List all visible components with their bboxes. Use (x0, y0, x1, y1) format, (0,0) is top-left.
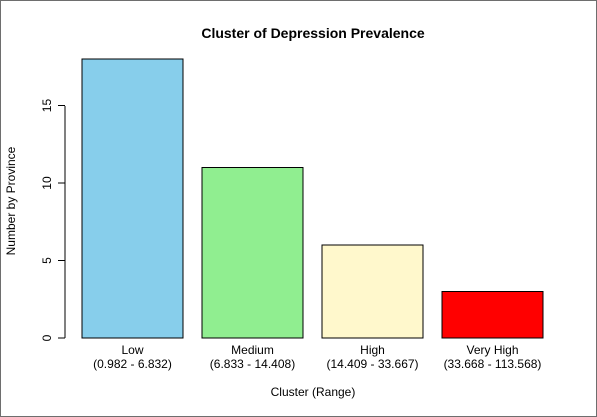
category-range-label: (14.409 - 33.667) (326, 357, 418, 371)
chart-title: Cluster of Depression Prevalence (201, 25, 425, 41)
category-range-label: (6.833 - 14.408) (210, 357, 295, 371)
category-range-label: (33.668 - 113.568) (444, 357, 542, 371)
y-tick-label: 0 (40, 334, 54, 341)
category-range-label: (0.982 - 6.832) (93, 357, 172, 371)
bar-very-high (441, 291, 544, 339)
category-label: Low (121, 343, 143, 357)
y-tick-label: 15 (40, 99, 54, 113)
x-axis-label: Cluster (Range) (271, 385, 356, 399)
bars-group (81, 58, 544, 339)
y-axis-label: Number by Province (4, 146, 18, 255)
category-label: Medium (231, 343, 274, 357)
category-label: Very High (466, 343, 518, 357)
y-axis-ticks: 0 5 10 15 (40, 99, 65, 341)
y-tick-label: 10 (40, 176, 54, 190)
category-label: High (360, 343, 385, 357)
y-tick-label: 5 (40, 257, 54, 264)
category-labels: Low(0.982 - 6.832) Medium(6.833 - 14.408)… (93, 343, 541, 371)
bar-low (81, 58, 184, 339)
bar-high (321, 244, 424, 339)
bar-medium (201, 167, 304, 339)
